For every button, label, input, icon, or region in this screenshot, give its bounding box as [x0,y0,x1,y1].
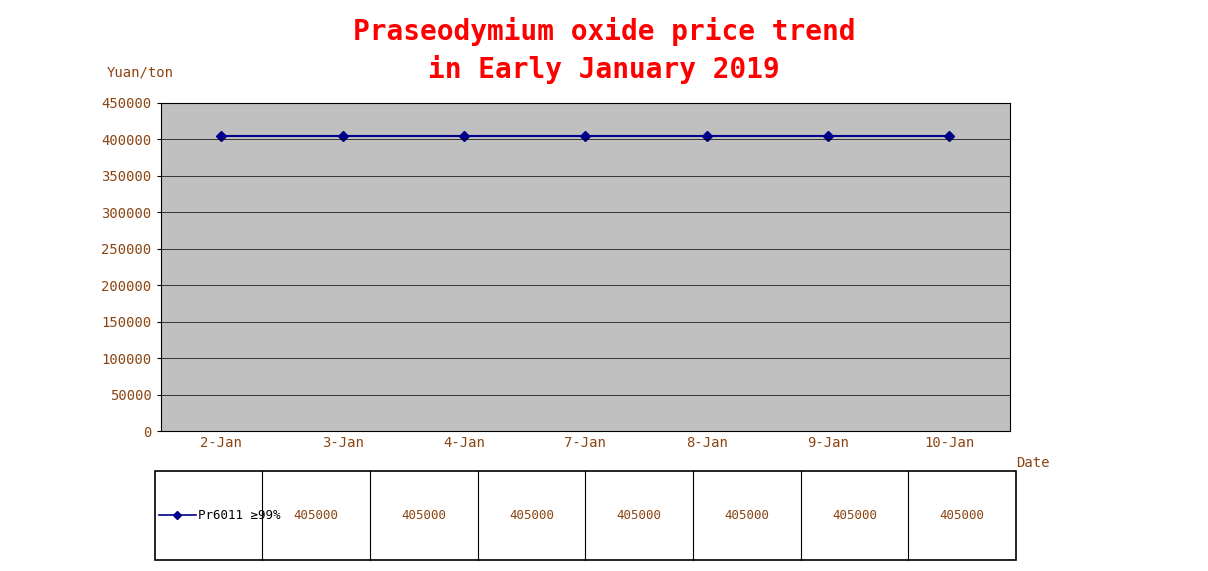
Text: 405000: 405000 [832,509,877,522]
Text: 405000: 405000 [616,509,662,522]
Text: Yuan/ton: Yuan/ton [106,66,173,80]
Bar [155,471,1016,560]
Text: 405000: 405000 [725,509,769,522]
Text: Pr6011 ≥99%: Pr6011 ≥99% [198,509,280,522]
Text: Date: Date [1016,456,1050,469]
Text: 405000: 405000 [940,509,985,522]
Text: 405000: 405000 [294,509,338,522]
Text: 405000: 405000 [401,509,446,522]
Text: Praseodymium oxide price trend
in Early January 2019: Praseodymium oxide price trend in Early … [353,17,855,85]
Text: 405000: 405000 [509,509,554,522]
